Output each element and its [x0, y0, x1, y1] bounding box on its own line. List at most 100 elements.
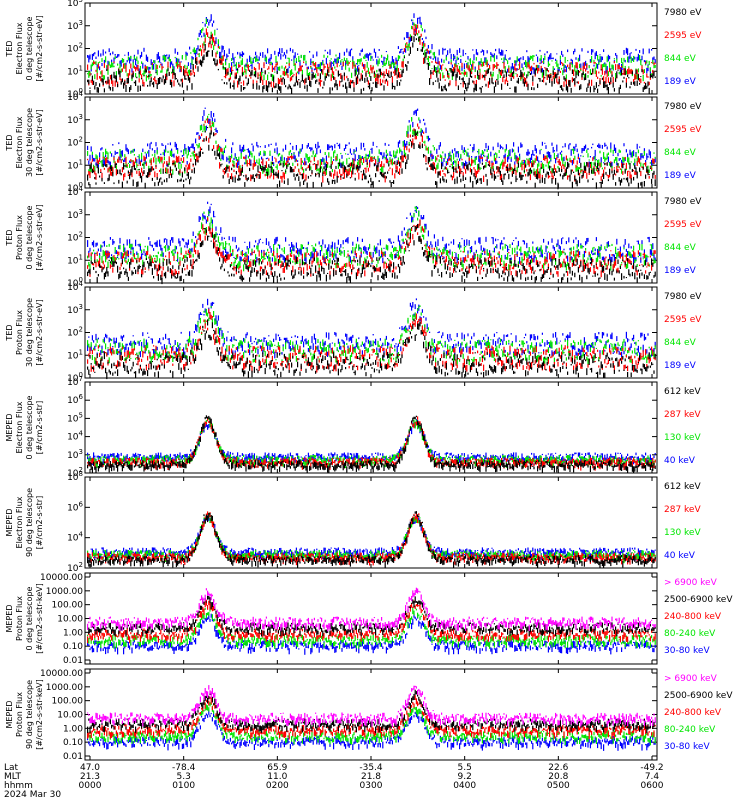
flux-trace-p1-s0: [244, 182, 245, 187]
flux-trace-p1-s0: [485, 174, 486, 177]
flux-trace-p1-s0: [281, 170, 282, 171]
flux-trace-p0-s1: [203, 49, 204, 53]
flux-trace-p0-s3: [459, 48, 460, 53]
flux-trace-p1-s3: [580, 155, 581, 156]
flux-trace-p2-s1: [303, 267, 304, 274]
flux-trace-p0-s2: [322, 61, 323, 65]
flux-trace-p0-s0: [337, 84, 338, 90]
flux-trace-p0-s0: [128, 78, 129, 84]
flux-trace-p1-s0: [445, 166, 446, 169]
flux-trace-p0-s3: [490, 52, 491, 55]
flux-trace-p1-s1: [259, 171, 260, 173]
flux-trace-p0-s2: [88, 71, 89, 78]
flux-trace-p0-s2: [422, 28, 423, 31]
flux-trace-p0-s3: [295, 52, 296, 58]
flux-trace-p2-s2: [145, 246, 146, 248]
flux-trace-p2-s1: [299, 263, 300, 265]
flux-trace-p1-s0: [482, 163, 483, 165]
flux-trace-p0-s3: [499, 48, 500, 53]
flux-trace-p1-s0: [340, 176, 341, 178]
flux-trace-p1-s3: [311, 148, 312, 151]
flux-trace-p0-s3: [237, 52, 238, 55]
flux-trace-p0-s3: [171, 61, 172, 64]
flux-trace-p0-s0: [97, 87, 98, 93]
flux-trace-p0-s2: [303, 55, 304, 60]
flux-trace-p1-s1: [623, 163, 624, 165]
flux-trace-p2-s2: [340, 250, 341, 256]
flux-trace-p0-s2: [524, 72, 525, 75]
flux-trace-p0-s2: [195, 50, 196, 53]
flux-trace-p0-s3: [629, 53, 630, 59]
flux-trace-p0-s3: [279, 48, 280, 54]
flux-trace-p2-s2: [555, 261, 556, 265]
flux-trace-p1-s3: [221, 154, 222, 159]
flux-trace-p1-s1: [417, 124, 418, 127]
flux-trace-p0-s0: [125, 85, 126, 92]
flux-trace-p1-s3: [464, 147, 465, 152]
flux-trace-p0-s2: [637, 74, 638, 80]
flux-trace-p1-s0: [415, 129, 416, 136]
flux-trace-p2-s2: [189, 248, 190, 250]
flux-trace-p1-s0: [439, 171, 440, 175]
flux-trace-p0-s1: [429, 56, 430, 58]
flux-trace-p0-s2: [272, 74, 273, 81]
flux-trace-p1-s3: [417, 109, 418, 111]
flux-trace-p1-s0: [441, 163, 442, 169]
flux-trace-p1-s1: [103, 157, 104, 158]
flux-trace-p2-s2: [201, 222, 202, 229]
flux-trace-p1-s1: [107, 168, 108, 172]
flux-trace-p1-s0: [646, 166, 647, 172]
flux-trace-p1-s3: [242, 147, 243, 152]
flux-trace-p0-s3: [341, 66, 342, 70]
flux-trace-p0-s3: [464, 63, 465, 69]
flux-trace-p2-s2: [116, 257, 117, 259]
flux-trace-p1-s2: [587, 153, 588, 157]
flux-trace-p0-s1: [419, 39, 420, 45]
flux-trace-p0-s3: [117, 54, 118, 57]
flux-trace-p0-s3: [146, 55, 147, 61]
flux-trace-p0-s1: [320, 80, 321, 87]
flux-trace-p1-s3: [568, 145, 569, 150]
flux-trace-p1-s3: [296, 145, 297, 150]
flux-trace-p0-s0: [441, 86, 442, 91]
flux-trace-p0-s0: [374, 72, 375, 75]
flux-trace-p1-s0: [596, 182, 597, 188]
flux-trace-p1-s3: [643, 155, 644, 158]
flux-trace-p0-s3: [488, 64, 489, 65]
flux-trace-p2-s3: [589, 256, 590, 257]
flux-trace-p0-s2: [301, 55, 302, 58]
flux-trace-p1-s1: [596, 168, 597, 169]
flux-trace-p2-s3: [526, 243, 527, 248]
flux-trace-p0-s1: [423, 58, 424, 64]
flux-trace-p1-s1: [350, 163, 351, 167]
flux-trace-p0-s3: [573, 51, 574, 54]
flux-trace-p1-s3: [167, 143, 168, 144]
flux-trace-p2-s3: [296, 243, 297, 249]
flux-trace-p2-s3: [596, 237, 597, 241]
flux-trace-p1-s0: [363, 170, 364, 176]
flux-trace-p0-s3: [310, 59, 311, 66]
flux-trace-p1-s2: [152, 154, 153, 155]
flux-trace-p1-s2: [155, 158, 156, 165]
flux-trace-p1-s2: [149, 160, 150, 163]
flux-trace-p2-s2: [226, 243, 227, 244]
flux-trace-p1-s2: [309, 157, 310, 162]
flux-trace-p1-s3: [117, 152, 118, 154]
flux-trace-p1-s2: [494, 155, 495, 161]
flux-trace-p1-s1: [361, 158, 362, 160]
flux-trace-p1-s2: [248, 156, 249, 159]
flux-trace-p0-s3: [637, 57, 638, 62]
flux-trace-p1-s0: [171, 174, 172, 178]
flux-trace-p0-s3: [104, 60, 105, 64]
flux-trace-p1-s2: [487, 149, 488, 152]
flux-trace-p1-s3: [484, 149, 485, 151]
flux-trace-p0-s0: [238, 78, 239, 84]
flux-trace-p0-s0: [507, 83, 508, 86]
flux-trace-p0-s2: [189, 69, 190, 75]
flux-trace-p0-s1: [635, 75, 636, 79]
flux-trace-p1-s0: [635, 167, 636, 172]
flux-trace-p0-s1: [511, 73, 512, 77]
flux-trace-p2-s2: [202, 217, 203, 221]
flux-trace-p1-s2: [514, 153, 515, 160]
flux-trace-p2-s3: [159, 240, 160, 247]
